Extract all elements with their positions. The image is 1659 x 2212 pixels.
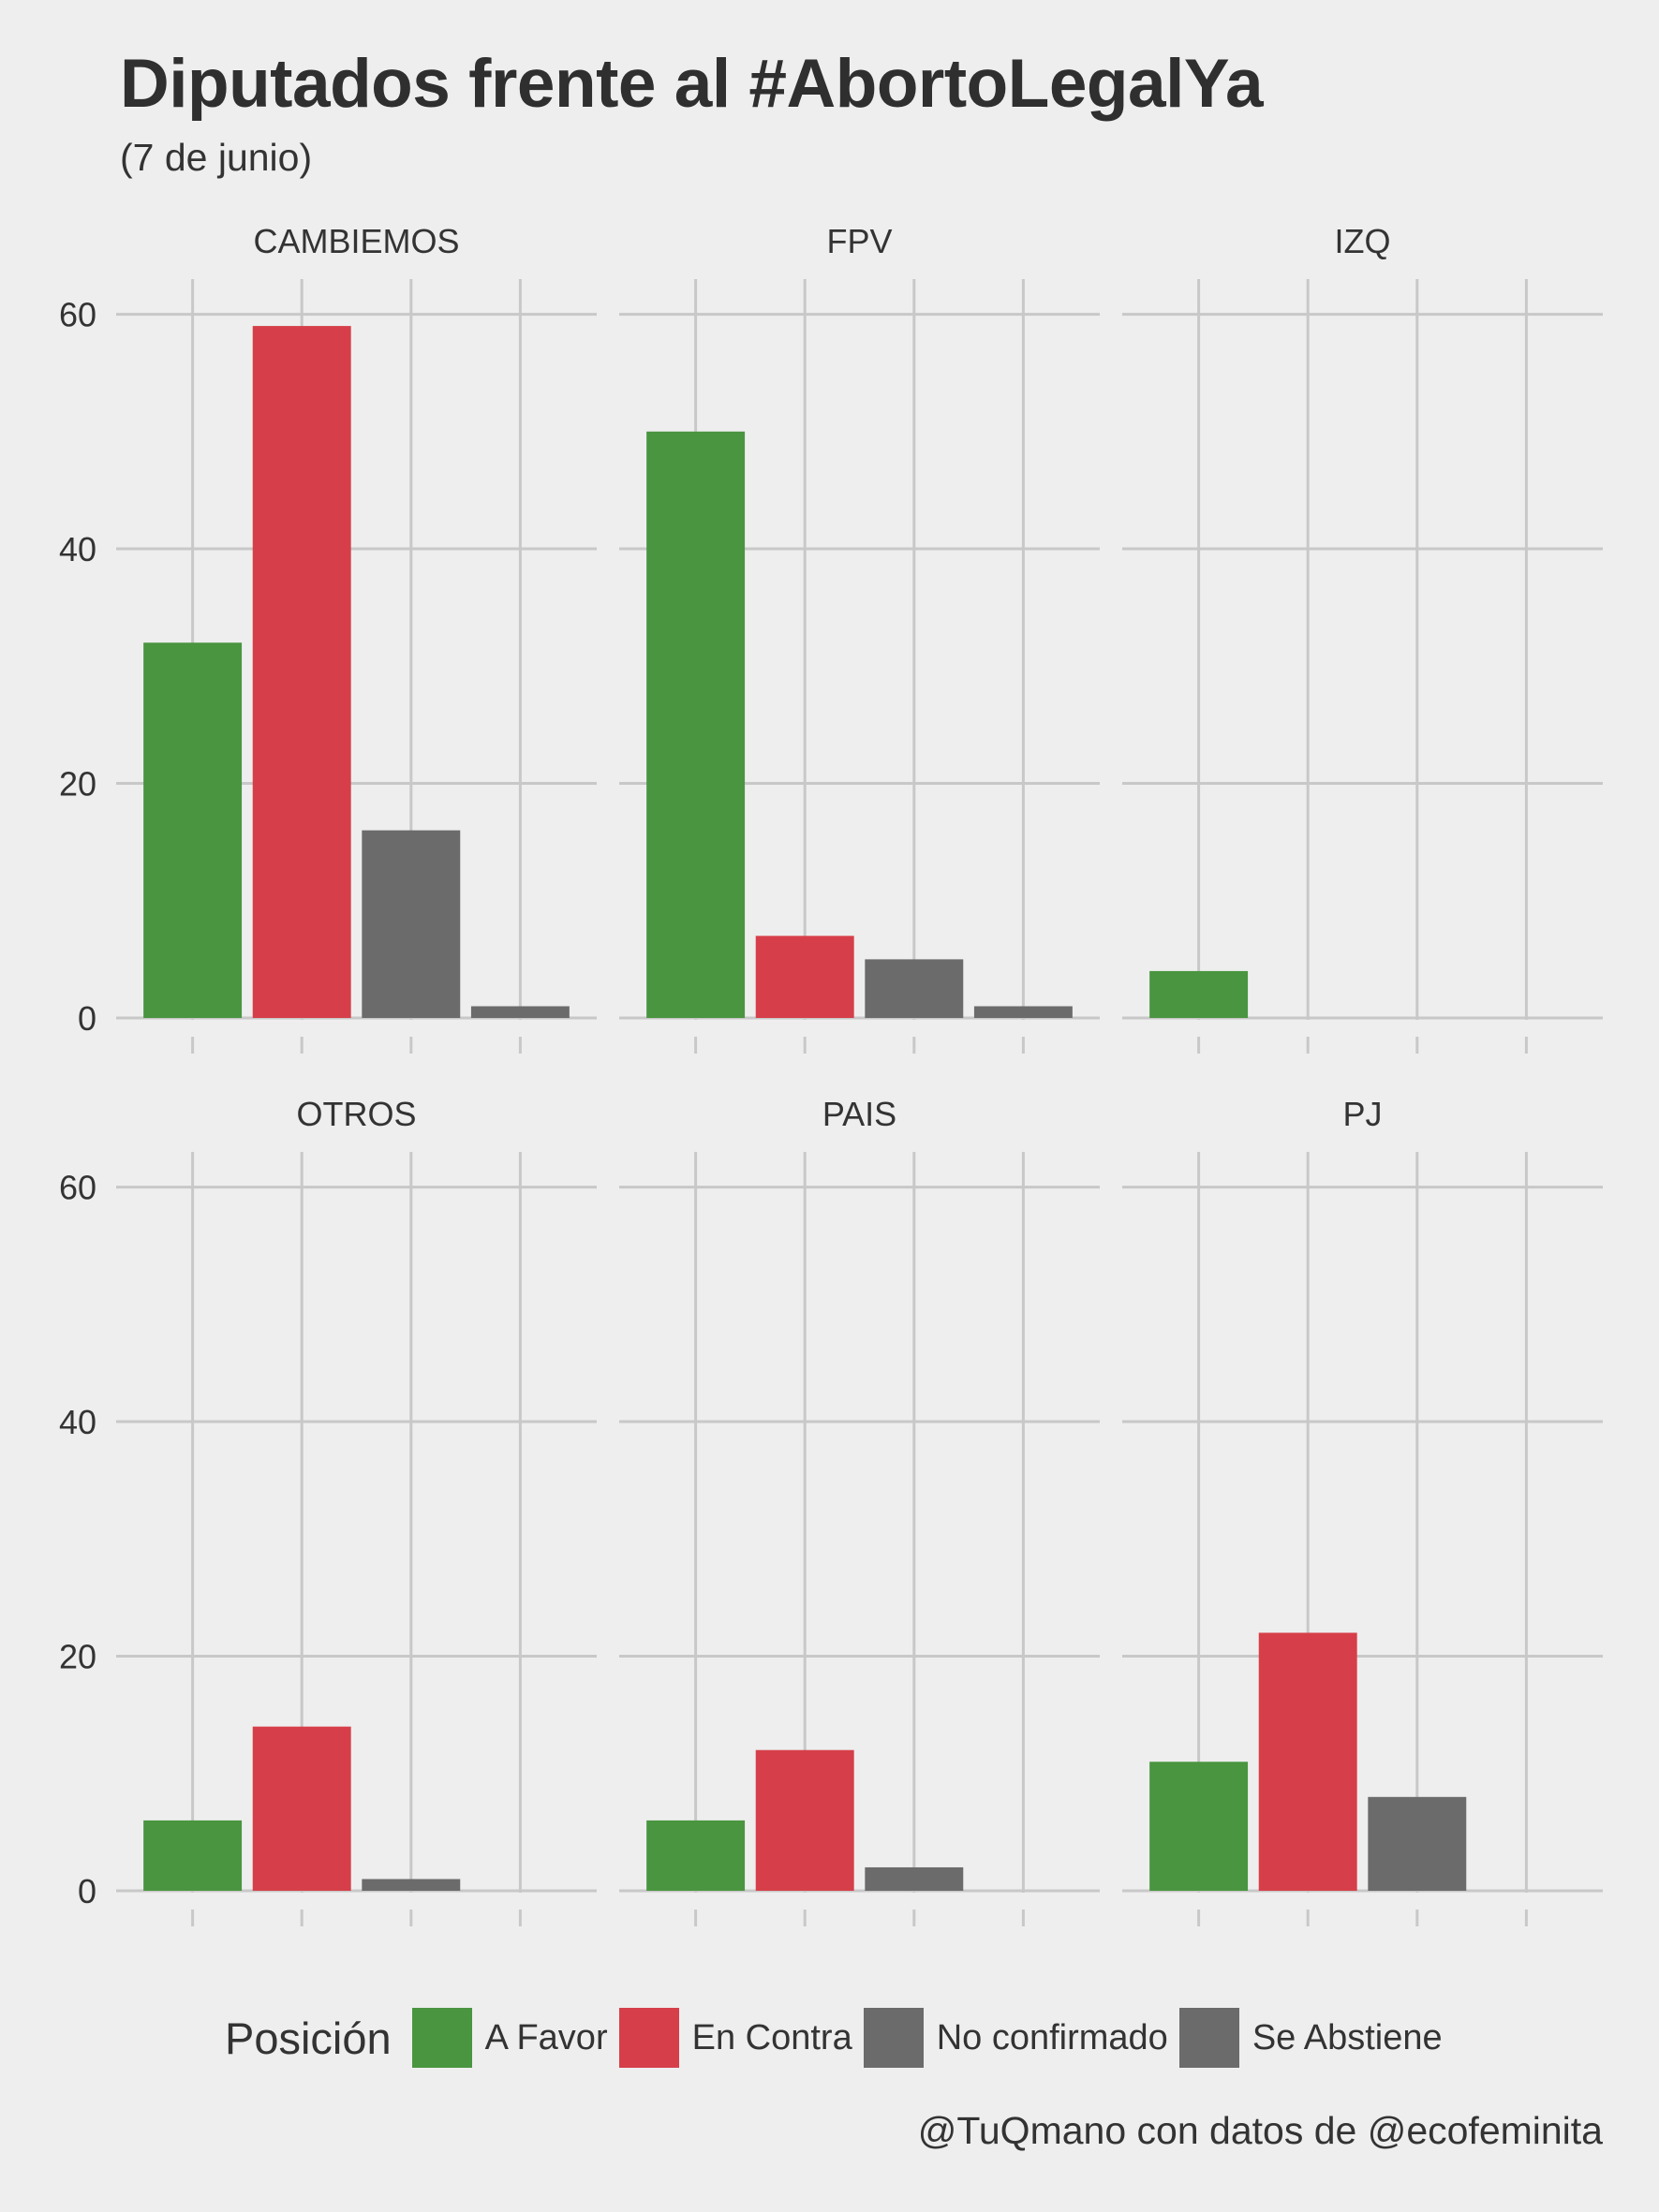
bar-cambiemos-en-contra	[252, 326, 351, 1019]
bar-cambiemos-a-favor	[143, 642, 243, 1018]
legend: Posición A Favor En Contra No confirmado…	[225, 2007, 1454, 2069]
bar-fpv-en-contra	[755, 936, 854, 1018]
bar-pj-a-favor	[1149, 1762, 1249, 1891]
panel-label-otros: OTROS	[296, 1095, 416, 1133]
y-tick-label: 60	[59, 296, 96, 334]
legend-item-en-contra: En Contra	[618, 2008, 852, 2068]
bar-fpv-a-favor	[646, 431, 746, 1018]
chart-subtitle: (7 de junio)	[120, 136, 313, 179]
panel-otros: OTROS 0 20 40 60	[59, 1095, 597, 1926]
legend-label-a-favor: A Favor	[484, 2017, 608, 2057]
bar-cambiemos-se-abstiene	[470, 1006, 570, 1018]
y-tick-label: 40	[59, 1403, 96, 1441]
legend-key-no-confirmado	[863, 2008, 924, 2068]
bar-fpv-no-confirmado	[865, 959, 964, 1018]
chart-caption: @TuQmano con datos de @ecofeminita	[917, 2109, 1603, 2152]
panel-label-pj: PJ	[1342, 1095, 1382, 1133]
bar-fpv-se-abstiene	[973, 1006, 1073, 1018]
legend-title: Posición	[225, 2013, 392, 2063]
bar-pais-en-contra	[755, 1749, 854, 1891]
panel-pj: PJ	[1122, 1095, 1603, 1926]
y-tick-label: 60	[59, 1169, 96, 1207]
panel-izq: IZQ	[1122, 222, 1603, 1054]
bar-pais-a-favor	[646, 1820, 746, 1891]
panel-label-pais: PAIS	[822, 1095, 896, 1133]
legend-item-no-confirmado: No confirmado	[863, 2008, 1168, 2068]
legend-label-en-contra: En Contra	[691, 2017, 852, 2057]
panel-cambiemos: CAMBIEMOS 0 20 40 60	[59, 222, 597, 1054]
bar-pj-en-contra	[1258, 1632, 1357, 1891]
bar-pais-no-confirmado	[865, 1866, 964, 1891]
bar-izq-a-favor	[1149, 970, 1249, 1018]
bar-otros-a-favor	[143, 1820, 243, 1891]
y-tick-label: 20	[59, 1638, 96, 1676]
legend-key-se-abstiene	[1178, 2008, 1239, 2068]
bar-cambiemos-no-confirmado	[362, 830, 461, 1018]
panel-label-fpv: FPV	[826, 222, 892, 260]
panel-label-cambiemos: CAMBIEMOS	[253, 222, 459, 260]
legend-item-se-abstiene: Se Abstiene	[1178, 2008, 1443, 2068]
y-tick-label: 0	[78, 1872, 96, 1910]
panel-pais: PAIS	[619, 1095, 1100, 1926]
legend-item-a-favor: A Favor	[411, 2008, 608, 2068]
bar-pj-no-confirmado	[1368, 1796, 1467, 1891]
bar-otros-no-confirmado	[362, 1879, 461, 1891]
panel-label-izq: IZQ	[1335, 222, 1391, 260]
panel-fpv: FPV	[619, 222, 1100, 1054]
legend-label-se-abstiene: Se Abstiene	[1252, 2017, 1443, 2057]
chart-title: Diputados frente al #AbortoLegalYa	[120, 46, 1264, 122]
y-tick-label: 40	[59, 530, 96, 568]
y-tick-label: 0	[78, 999, 96, 1038]
legend-label-no-confirmado: No confirmado	[936, 2017, 1168, 2057]
y-tick-label: 20	[59, 765, 96, 804]
legend-key-en-contra	[618, 2008, 679, 2068]
legend-key-a-favor	[411, 2008, 472, 2068]
bar-otros-en-contra	[252, 1726, 351, 1891]
